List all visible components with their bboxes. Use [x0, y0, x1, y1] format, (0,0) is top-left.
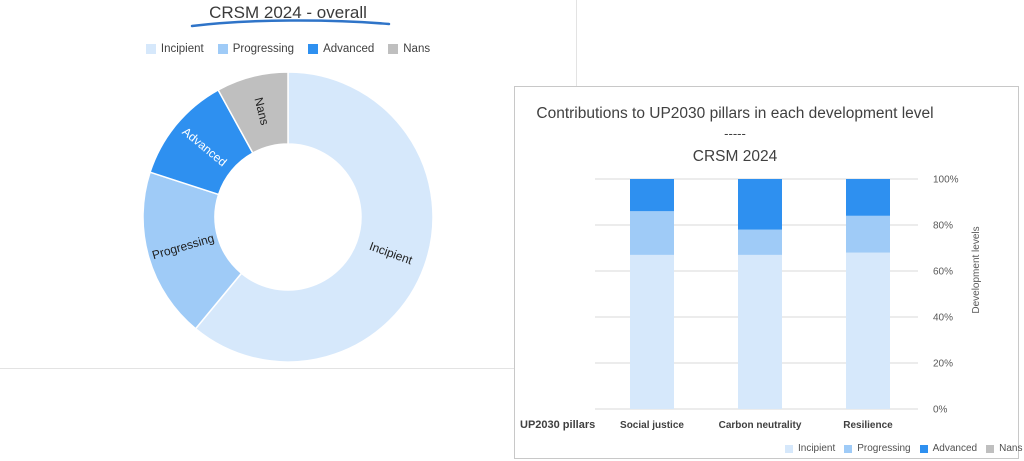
legend-item-incipient: Incipient: [785, 443, 835, 454]
stacked-bar-chart: Contributions to UP2030 pillars in each …: [520, 105, 982, 431]
bar-segment-advanced: [630, 179, 674, 212]
bar-segment-progressing: [846, 215, 890, 253]
bar-segment-advanced: [738, 179, 782, 230]
legend-label: Progressing: [857, 443, 911, 454]
bar-segment-advanced: [846, 179, 890, 216]
y-axis-title: Development levels: [971, 226, 982, 313]
legend-item-advanced: Advanced: [919, 443, 978, 454]
legend-swatch: [217, 44, 228, 54]
category-axis-label: UP2030 pillars: [520, 419, 595, 431]
y-tick-label: 20%: [933, 359, 953, 370]
donut-legend: Incipient Progressing Advanced Nans: [0, 43, 576, 55]
legend-swatch: [308, 44, 319, 54]
legend-label: Incipient: [160, 43, 204, 55]
title-underline: [190, 19, 391, 28]
legend-swatch: [844, 444, 853, 453]
bar-segment-incipient: [738, 254, 782, 409]
legend-item-nans: Nans: [986, 443, 1022, 454]
donut-slice-incipient: [194, 71, 434, 363]
legend-item-nans: Nans: [388, 43, 430, 55]
legend-label: Advanced: [323, 43, 375, 55]
legend-label: Incipient: [798, 443, 836, 454]
y-tick-label: 40%: [933, 313, 953, 324]
donut-slice-progressing: [142, 171, 243, 330]
bar-segment-progressing: [738, 229, 782, 255]
bar-segment-progressing: [630, 211, 674, 255]
legend-label: Advanced: [932, 443, 978, 454]
donut-label-nans: Nans: [251, 96, 272, 127]
bar-chart-title-line2: -----: [724, 126, 746, 141]
category-label: Social justice: [620, 420, 684, 431]
bar-chart-title-line1: Contributions to UP2030 pillars in each …: [536, 105, 933, 122]
legend-item-progressing: Progressing: [844, 443, 911, 454]
legend-swatch: [145, 44, 156, 54]
donut-slice-nans: [217, 71, 289, 155]
category-label: Carbon neutrality: [719, 420, 802, 431]
donut-chart-title: CRSM 2024 - overall: [209, 3, 367, 22]
bar-chart-title-line3: CRSM 2024: [693, 148, 778, 165]
legend-label: Nans: [403, 43, 431, 55]
legend-item-advanced: Advanced: [308, 43, 374, 55]
donut-chart: Incipient Progressing Advanced Nans: [142, 19, 434, 363]
legend-label: Progressing: [232, 43, 295, 55]
stacked-bar-chart-panel: Contributions to UP2030 pillars in each …: [514, 86, 1022, 459]
y-tick-label: 60%: [933, 267, 953, 278]
legend-item-incipient: Incipient: [145, 43, 204, 55]
legend-swatch: [388, 44, 399, 54]
bar-legend: Incipient Progressing Advanced Nans: [785, 443, 1022, 454]
category-label: Resilience: [843, 420, 893, 431]
legend-item-progressing: Progressing: [217, 43, 295, 55]
bar-segment-incipient: [630, 254, 674, 409]
donut-chart-panel: CRSM 2024 - overall Incipient Progressing…: [0, 0, 577, 369]
legend-swatch: [919, 444, 928, 453]
legend-label: Nans: [999, 443, 1023, 454]
y-tick-label: 100%: [933, 175, 959, 186]
legend-swatch: [785, 444, 793, 453]
y-tick-label: 80%: [933, 221, 953, 232]
y-tick-label: 0%: [933, 405, 948, 416]
bar-segment-incipient: [846, 252, 890, 409]
legend-swatch: [986, 444, 995, 453]
